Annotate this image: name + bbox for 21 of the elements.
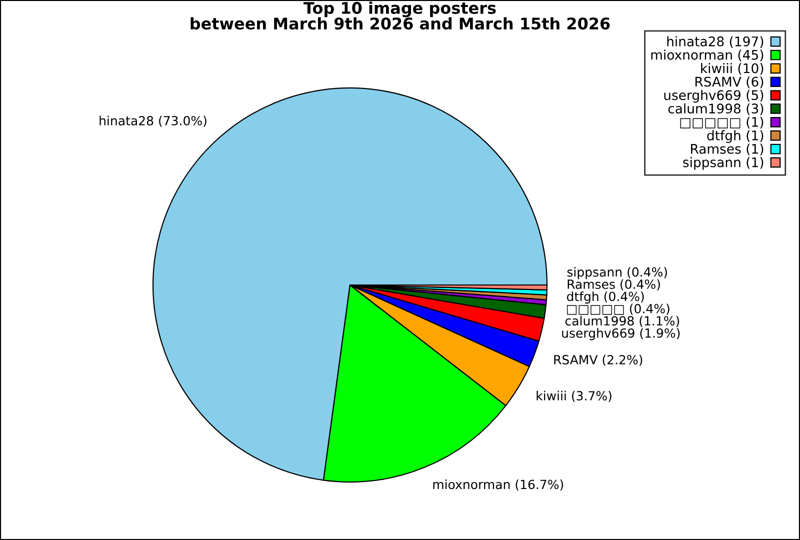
legend-label: dtfgh (1) xyxy=(707,130,764,143)
legend-label: Ramses (1) xyxy=(691,144,764,156)
data-label: sippsann (0.4%) xyxy=(567,267,667,280)
legend-label: RSAMV (6) xyxy=(695,76,764,88)
legend-label: sippsann (1) xyxy=(683,157,764,170)
data-label: RSAMV (2.2%) xyxy=(554,354,642,366)
chart-title: Top 10 image posters between March 9th 2026 and March 15th 2026 xyxy=(190,2,610,30)
legend-label: hinata28 (197) xyxy=(667,36,764,48)
data-label: kiwiii (3.7%) xyxy=(536,390,612,402)
data-label: hinata28 (73.0%) xyxy=(100,116,206,127)
data-label: userghv669 (1.9%) xyxy=(562,328,680,340)
data-label: □□□□□ (0.4%) xyxy=(567,304,670,315)
legend-label: mioxnorman (45) xyxy=(651,50,764,62)
legend-label: kiwiii (10) xyxy=(701,63,764,75)
data-label: Ramses (0.4%) xyxy=(568,279,660,290)
legend-label: userghv669 (5) xyxy=(664,90,764,103)
data-label: mioxnorman (16.7%) xyxy=(433,479,564,491)
data-label: dtfgh (0.4%) xyxy=(566,291,644,304)
legend-label: □□□□□ (1) xyxy=(680,116,764,129)
legend-label: calum1998 (3) xyxy=(668,103,764,116)
data-label: calum1998 (1.1%) xyxy=(565,316,680,328)
